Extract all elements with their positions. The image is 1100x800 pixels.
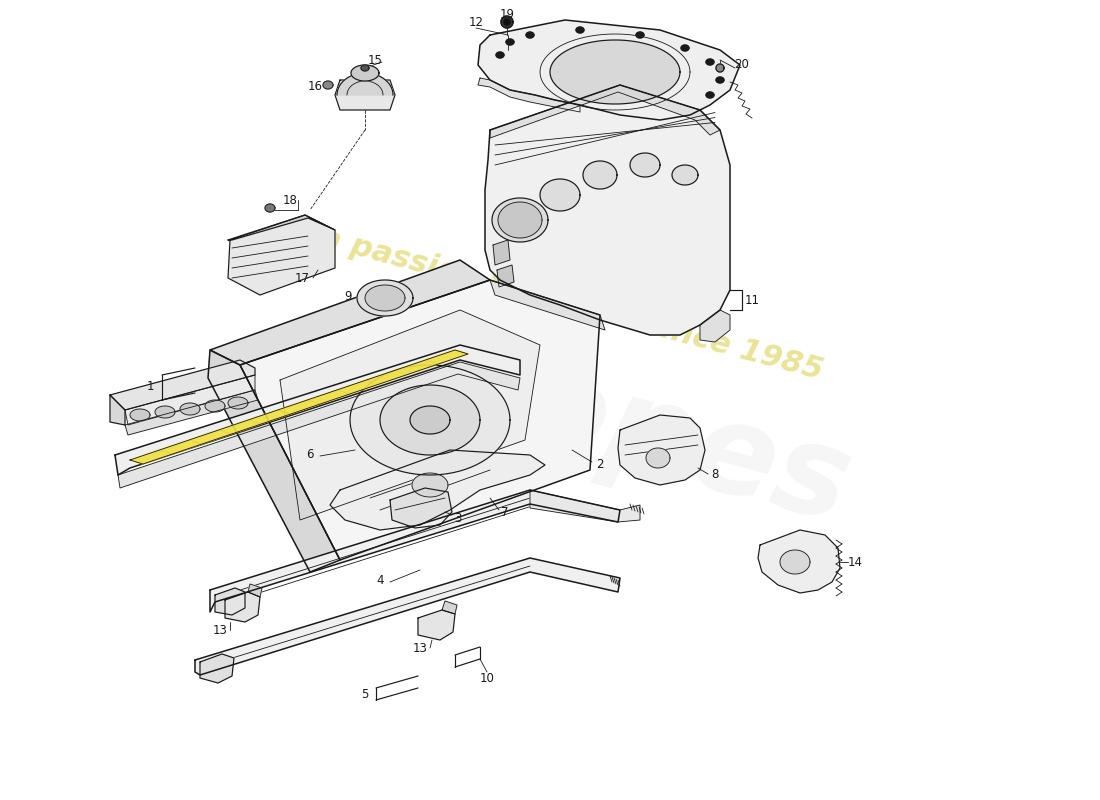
Text: 2: 2 xyxy=(596,458,604,471)
Polygon shape xyxy=(540,179,580,211)
Polygon shape xyxy=(706,92,714,98)
Polygon shape xyxy=(130,350,468,464)
Polygon shape xyxy=(498,202,542,238)
Text: 14: 14 xyxy=(847,555,862,569)
Polygon shape xyxy=(490,280,605,330)
Polygon shape xyxy=(526,32,534,38)
Polygon shape xyxy=(280,310,540,520)
Polygon shape xyxy=(716,64,724,72)
Polygon shape xyxy=(200,654,234,683)
Polygon shape xyxy=(630,153,660,177)
Polygon shape xyxy=(412,473,448,497)
Polygon shape xyxy=(361,65,368,71)
Text: 19: 19 xyxy=(499,9,515,22)
Polygon shape xyxy=(583,161,617,189)
Polygon shape xyxy=(492,198,548,242)
Text: 20: 20 xyxy=(735,58,749,71)
Polygon shape xyxy=(130,409,150,421)
Polygon shape xyxy=(365,285,405,311)
Polygon shape xyxy=(497,265,514,287)
Polygon shape xyxy=(265,204,275,212)
Text: 16: 16 xyxy=(308,81,322,94)
Polygon shape xyxy=(180,403,200,415)
Text: 13: 13 xyxy=(212,623,228,637)
Polygon shape xyxy=(390,488,452,528)
Text: 6: 6 xyxy=(306,449,313,462)
Polygon shape xyxy=(118,362,520,488)
Polygon shape xyxy=(672,165,698,185)
Polygon shape xyxy=(379,385,480,455)
Text: 9: 9 xyxy=(344,290,352,302)
Text: 10: 10 xyxy=(480,671,494,685)
Polygon shape xyxy=(490,85,720,138)
Polygon shape xyxy=(330,450,544,530)
Polygon shape xyxy=(110,360,255,410)
Polygon shape xyxy=(618,415,705,485)
Polygon shape xyxy=(550,40,680,104)
Polygon shape xyxy=(228,215,336,240)
Polygon shape xyxy=(125,375,255,425)
Text: 11: 11 xyxy=(745,294,759,306)
Polygon shape xyxy=(210,490,620,612)
Polygon shape xyxy=(442,601,456,614)
Polygon shape xyxy=(323,81,333,89)
Polygon shape xyxy=(500,16,513,28)
Polygon shape xyxy=(336,80,395,110)
Polygon shape xyxy=(214,588,245,615)
Polygon shape xyxy=(240,280,600,560)
Polygon shape xyxy=(210,260,490,365)
Polygon shape xyxy=(116,345,520,475)
Polygon shape xyxy=(504,19,510,25)
Polygon shape xyxy=(506,39,514,45)
Text: 18: 18 xyxy=(283,194,297,206)
Text: 12: 12 xyxy=(469,15,484,29)
Polygon shape xyxy=(248,584,262,597)
Polygon shape xyxy=(358,280,412,316)
Polygon shape xyxy=(228,215,336,295)
Text: a passion for parts since 1985: a passion for parts since 1985 xyxy=(318,222,826,386)
Polygon shape xyxy=(350,365,510,475)
Polygon shape xyxy=(576,27,584,33)
Text: 5: 5 xyxy=(361,687,368,701)
Polygon shape xyxy=(681,45,689,51)
Text: 7: 7 xyxy=(502,506,508,518)
Polygon shape xyxy=(530,490,640,522)
Text: 3: 3 xyxy=(454,511,462,525)
Polygon shape xyxy=(780,550,810,574)
Polygon shape xyxy=(125,390,258,435)
Polygon shape xyxy=(716,77,724,83)
Text: 15: 15 xyxy=(367,54,383,66)
Polygon shape xyxy=(496,52,504,58)
Text: 1: 1 xyxy=(146,381,154,394)
Polygon shape xyxy=(485,85,730,335)
Polygon shape xyxy=(110,395,125,425)
Polygon shape xyxy=(478,20,740,120)
Text: 17: 17 xyxy=(295,271,309,285)
Text: 8: 8 xyxy=(712,469,718,482)
Polygon shape xyxy=(758,530,840,593)
Polygon shape xyxy=(226,592,260,622)
Polygon shape xyxy=(636,32,644,38)
Polygon shape xyxy=(208,350,340,572)
Text: europes: europes xyxy=(282,284,862,548)
Polygon shape xyxy=(493,240,510,265)
Polygon shape xyxy=(410,406,450,434)
Text: 13: 13 xyxy=(412,642,428,654)
Text: 4: 4 xyxy=(376,574,384,586)
Polygon shape xyxy=(351,65,380,81)
Polygon shape xyxy=(155,406,175,418)
Polygon shape xyxy=(478,78,580,112)
Polygon shape xyxy=(418,610,455,640)
Polygon shape xyxy=(706,59,714,65)
Polygon shape xyxy=(646,448,670,468)
Polygon shape xyxy=(195,558,620,675)
Polygon shape xyxy=(700,310,730,342)
Polygon shape xyxy=(337,73,393,95)
Polygon shape xyxy=(205,400,225,412)
Polygon shape xyxy=(228,397,248,409)
